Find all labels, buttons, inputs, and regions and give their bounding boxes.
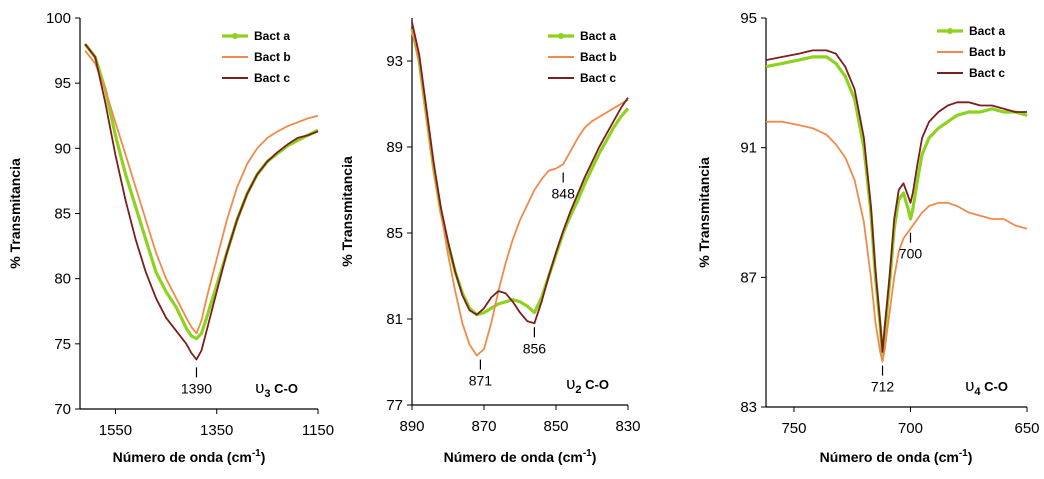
- legend-entry-label: Bact c: [580, 71, 616, 85]
- y-tick-label: 80: [54, 271, 71, 288]
- series-line-bact-b: [766, 120, 1028, 363]
- x-axis-label-main: Número de onda (cm: [444, 449, 583, 465]
- chart-panel-2: 77 81 85 89 93 890 870 850 830 % Transmitancia Núm…: [339, 18, 641, 465]
- vibration-mode-subscript: 3: [264, 388, 270, 400]
- series-line-bact-b: [84, 50, 319, 335]
- y-tick-label: 83: [740, 399, 757, 416]
- x-axis-label-main: Número de onda (cm: [820, 449, 959, 465]
- y-tick-label: 95: [740, 10, 757, 27]
- x-tick-label: 1150: [302, 422, 334, 439]
- x-axis-label-superscript: -1: [252, 448, 261, 459]
- legend-marker: [232, 33, 238, 39]
- y-tick-label: 91: [740, 140, 757, 157]
- legend-entry-label: Bact b: [969, 45, 1006, 59]
- y-tick-label: 77: [386, 397, 403, 414]
- peak-label: 700: [899, 246, 923, 262]
- x-axis-label-close: ): [968, 449, 973, 465]
- x-tick-label: 850: [543, 418, 568, 435]
- vibration-mode-subscript: 4: [974, 386, 981, 398]
- x-axis-label: Número de onda (cm-1): [444, 448, 597, 465]
- vibration-mode-symbol: υ: [965, 376, 974, 395]
- y-tick-label: 95: [54, 75, 71, 92]
- y-tick-label: 85: [386, 225, 403, 242]
- x-axis-label-superscript: -1: [959, 448, 968, 459]
- peak-label: 1390: [181, 380, 212, 396]
- series-line-bact-b: [411, 28, 629, 357]
- vibration-mode-symbol: υ: [566, 374, 575, 393]
- legend-entry-label: Bact b: [254, 50, 291, 64]
- y-tick-label: 100: [46, 10, 71, 27]
- vibration-mode-label: υ3 C-O: [255, 378, 298, 400]
- series-line-bact-c: [765, 49, 1027, 353]
- series-line-bact-a: [765, 55, 1028, 357]
- x-tick-label: 870: [471, 418, 496, 435]
- vibration-mode-label: υ2 C-O: [566, 374, 609, 396]
- x-axis-label: Número de onda (cm-1): [820, 448, 973, 465]
- peak-label: 848: [552, 186, 576, 202]
- legend-entry-label: Bact b: [580, 50, 617, 64]
- x-axis-label-close: ): [592, 449, 597, 465]
- x-tick-label: 1550: [99, 422, 132, 439]
- vibration-mode-text: C-O: [981, 379, 1008, 394]
- y-tick-label: 90: [54, 140, 71, 157]
- y-tick-label: 75: [54, 336, 71, 353]
- vibration-mode-subscript: 2: [575, 384, 581, 396]
- y-tick-label: 89: [386, 139, 403, 156]
- y-tick-label: 81: [386, 311, 403, 328]
- legend-entry-label: Bact c: [254, 71, 290, 85]
- y-tick-label: 87: [740, 269, 757, 286]
- legend-marker: [947, 28, 953, 34]
- legend-entry-label: Bact c: [969, 66, 1005, 80]
- y-axis-label: % Transmitancia: [696, 157, 712, 268]
- vibration-mode-text: C-O: [271, 381, 298, 396]
- y-tick-label: 70: [54, 401, 71, 418]
- legend-entry-label: Bact a: [254, 29, 290, 43]
- chart-panel-1: 70 75 80 85 90 95 100 1550 1350 1150 % Transmitanc…: [7, 10, 334, 465]
- series-line-bact-c: [411, 22, 629, 325]
- y-tick-label: 85: [54, 206, 71, 223]
- x-axis-label-close: ): [261, 449, 266, 465]
- series-line-bact-c: [84, 43, 319, 361]
- vibration-mode-text: C-O: [582, 377, 609, 392]
- peak-label: 712: [871, 379, 895, 395]
- legend-entry-label: Bact a: [580, 29, 616, 43]
- x-tick-label: 890: [399, 418, 424, 435]
- x-tick-label: 750: [781, 420, 806, 437]
- peak-label: 856: [523, 340, 547, 356]
- vibration-mode-label: υ4 C-O: [965, 376, 1008, 398]
- peak-label: 871: [469, 373, 493, 389]
- x-axis-label: Número de onda (cm-1): [113, 448, 266, 465]
- y-axis-label: % Transmitancia: [339, 156, 355, 267]
- y-axis-label: % Transmitancia: [7, 158, 23, 269]
- x-tick-label: 700: [898, 420, 923, 437]
- x-axis-label-main: Número de onda (cm: [113, 449, 252, 465]
- x-tick-label: 1350: [200, 422, 233, 439]
- y-tick-label: 93: [386, 53, 403, 70]
- series-line-bact-a: [83, 43, 319, 341]
- x-tick-label: 650: [1014, 420, 1039, 437]
- legend-marker: [558, 33, 564, 39]
- x-axis-label-superscript: -1: [583, 448, 592, 459]
- vibration-mode-symbol: υ: [255, 378, 264, 397]
- chart-panel-3: 83 87 91 95 750 700 650 % Transmitancia Número d…: [696, 10, 1040, 465]
- legend-entry-label: Bact a: [969, 24, 1005, 38]
- x-tick-label: 830: [615, 418, 640, 435]
